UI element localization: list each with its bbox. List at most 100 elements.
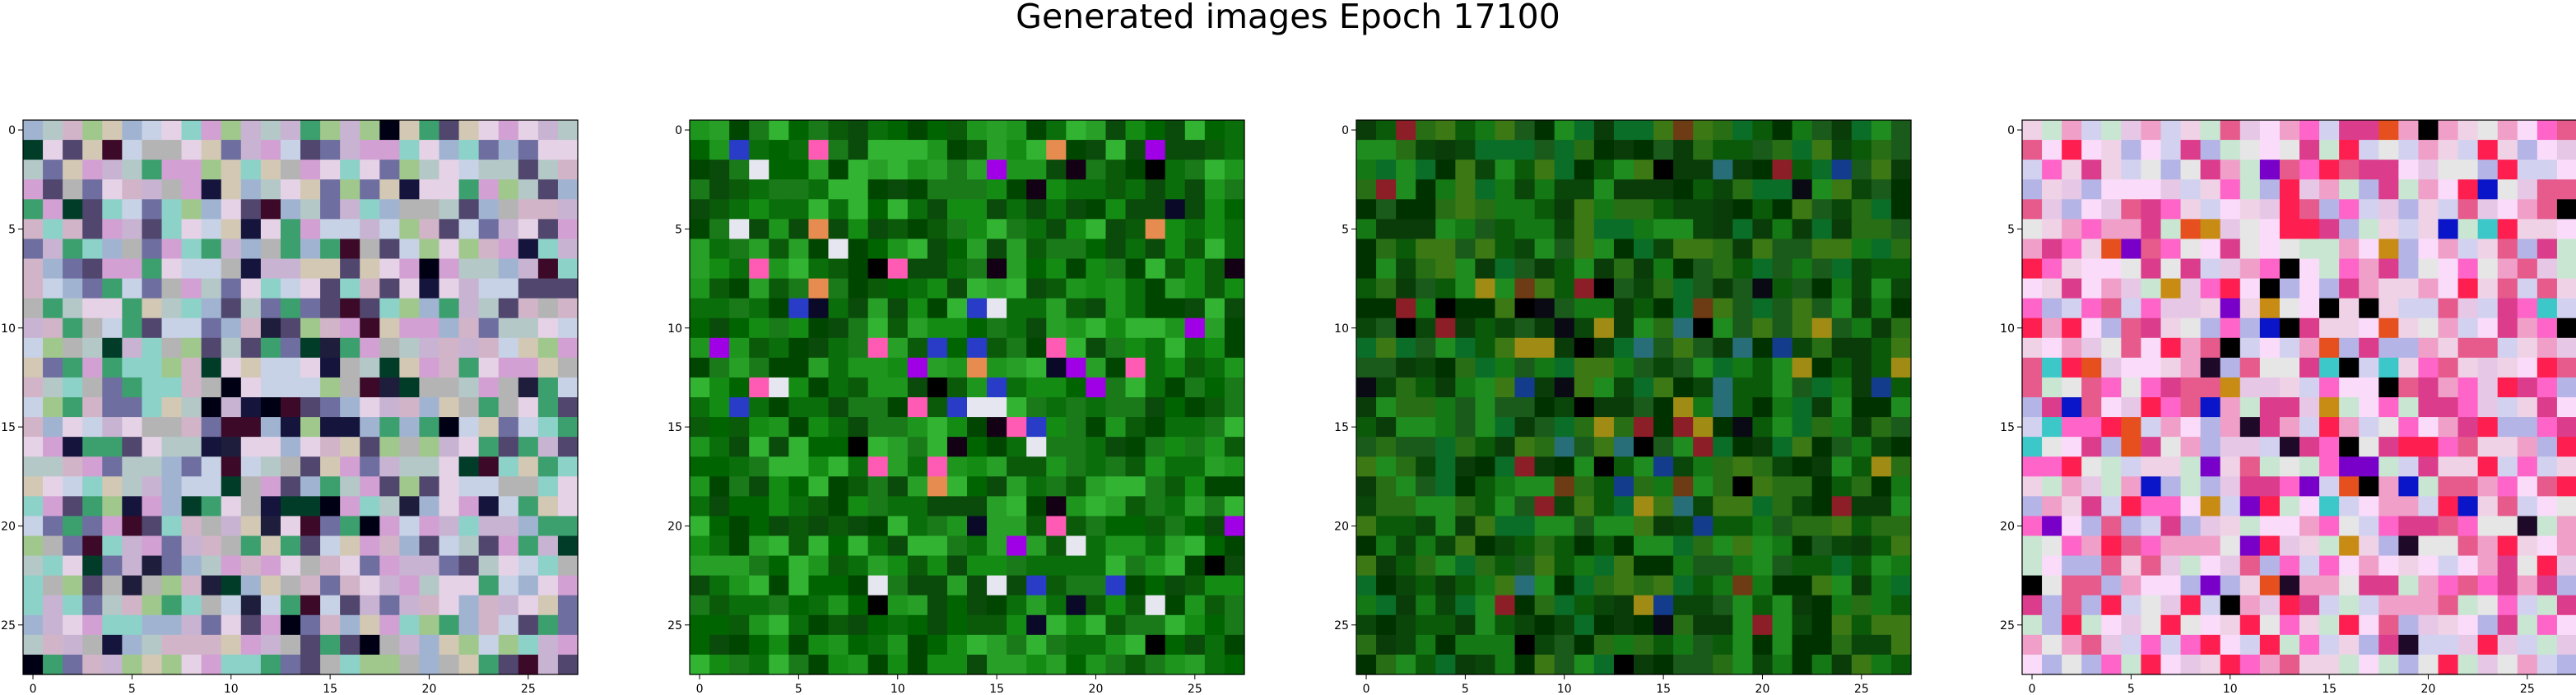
pixel-cell — [1613, 317, 1634, 339]
pixel-cell — [709, 437, 730, 457]
pixel-cell — [2398, 239, 2420, 260]
pixel-cell — [1475, 417, 1496, 438]
pixel-cell — [2299, 160, 2320, 180]
pixel-cell — [1811, 199, 1833, 220]
pixel-cell — [1125, 317, 1146, 339]
pixel-cell — [808, 120, 830, 141]
pixel-cell — [2398, 496, 2420, 517]
pixel-cell — [2259, 555, 2281, 577]
pixel-cell — [2042, 298, 2062, 319]
pixel-cell — [2418, 258, 2439, 280]
pixel-cell — [142, 595, 163, 616]
pixel-cell — [709, 298, 730, 319]
pixel-cell — [1653, 575, 1674, 596]
pixel-cell — [808, 160, 830, 180]
pixel-cell — [1772, 437, 1793, 457]
pixel-cell — [102, 496, 123, 517]
pixel-cell — [1416, 140, 1436, 160]
pixel-cell — [887, 179, 909, 200]
pixel-cell — [2180, 456, 2202, 477]
pixel-cell — [2497, 278, 2518, 299]
pixel-cell — [1890, 595, 1912, 616]
x-tick-label: 15 — [1656, 683, 1671, 695]
pixel-cell — [907, 239, 928, 260]
pixel-cell — [2378, 496, 2399, 517]
pixel-cell — [2477, 456, 2499, 477]
pixel-cell — [1772, 140, 1793, 160]
pixel-cell — [987, 377, 1007, 398]
pixel-cell — [1732, 614, 1754, 636]
pixel-cell — [2259, 456, 2281, 477]
y-tick-label: 5 — [2007, 223, 2015, 236]
pixel-cell — [788, 417, 810, 438]
pixel-cell — [2378, 595, 2399, 616]
pixel-cell — [2022, 219, 2043, 240]
pixel-cell — [82, 278, 103, 299]
pixel-cell — [967, 634, 988, 656]
pixel-cell — [518, 140, 539, 160]
pixel-cell — [2477, 496, 2499, 517]
pixel-cell — [161, 377, 183, 398]
pixel-cell — [1007, 437, 1027, 457]
pixel-cell — [518, 516, 539, 537]
pixel-cell — [848, 140, 869, 160]
pixel-cell — [1593, 199, 1615, 220]
pixel-cell — [1224, 614, 1245, 636]
pixel-cell — [142, 634, 163, 656]
pixel-cell — [122, 417, 143, 438]
pixel-cell — [1713, 298, 1733, 319]
pixel-cell — [2239, 298, 2261, 319]
pixel-cell — [1356, 516, 1377, 537]
pixel-cell — [360, 258, 380, 280]
pixel-cell — [1475, 337, 1496, 359]
pixel-cell — [1475, 437, 1496, 457]
pixel-cell — [1165, 258, 1186, 280]
pixel-cell — [2359, 377, 2379, 398]
pixel-cell — [1634, 377, 1654, 398]
pixel-cell — [867, 634, 889, 656]
pixel-cell — [2160, 160, 2182, 180]
pixel-cell — [340, 417, 360, 438]
pixel-cell — [537, 140, 559, 160]
pixel-cell — [1125, 535, 1146, 557]
pixel-cell — [2477, 634, 2499, 656]
pixel-cell — [927, 337, 948, 359]
pixel-cell — [122, 140, 143, 160]
pixel-cell — [808, 219, 830, 240]
pixel-cell — [1673, 516, 1694, 537]
pixel-cell — [1831, 377, 1853, 398]
pixel-cell — [142, 496, 163, 517]
pixel-cell — [867, 377, 889, 398]
pixel-cell — [1752, 595, 1774, 616]
pixel-cell — [1204, 298, 1225, 319]
pixel-cell — [478, 278, 500, 299]
pixel-cell — [788, 357, 810, 378]
pixel-cell — [2279, 456, 2300, 477]
pixel-cell — [82, 654, 103, 675]
pixel-cell — [2378, 160, 2399, 180]
pixel-cell — [1693, 199, 1713, 220]
pixel-cell — [1554, 595, 1575, 616]
pixel-cell — [1593, 614, 1615, 636]
pixel-cell — [2378, 258, 2399, 280]
pixel-cell — [379, 298, 400, 319]
pixel-cell — [1713, 535, 1733, 557]
pixel-cell — [43, 654, 63, 675]
pixel-cell — [2239, 160, 2261, 180]
pixel-cell — [1732, 140, 1754, 160]
pixel-cell — [2359, 634, 2379, 656]
pixel-cell — [1514, 654, 1536, 675]
pixel-cell — [1396, 239, 1416, 260]
pixel-cell — [1811, 634, 1833, 656]
pixel-cell — [2299, 496, 2320, 517]
pixel-cell — [537, 516, 559, 537]
pixel-cell — [2359, 120, 2379, 141]
pixel-cell — [122, 456, 143, 477]
pixel-cell — [1792, 595, 1813, 616]
pixel-cell — [2121, 179, 2142, 200]
pixel-cell — [946, 298, 968, 319]
pixel-cell — [2239, 654, 2261, 675]
pixel-cell — [1224, 437, 1245, 457]
pixel-cell — [122, 555, 143, 577]
pixel-cell — [419, 258, 440, 280]
